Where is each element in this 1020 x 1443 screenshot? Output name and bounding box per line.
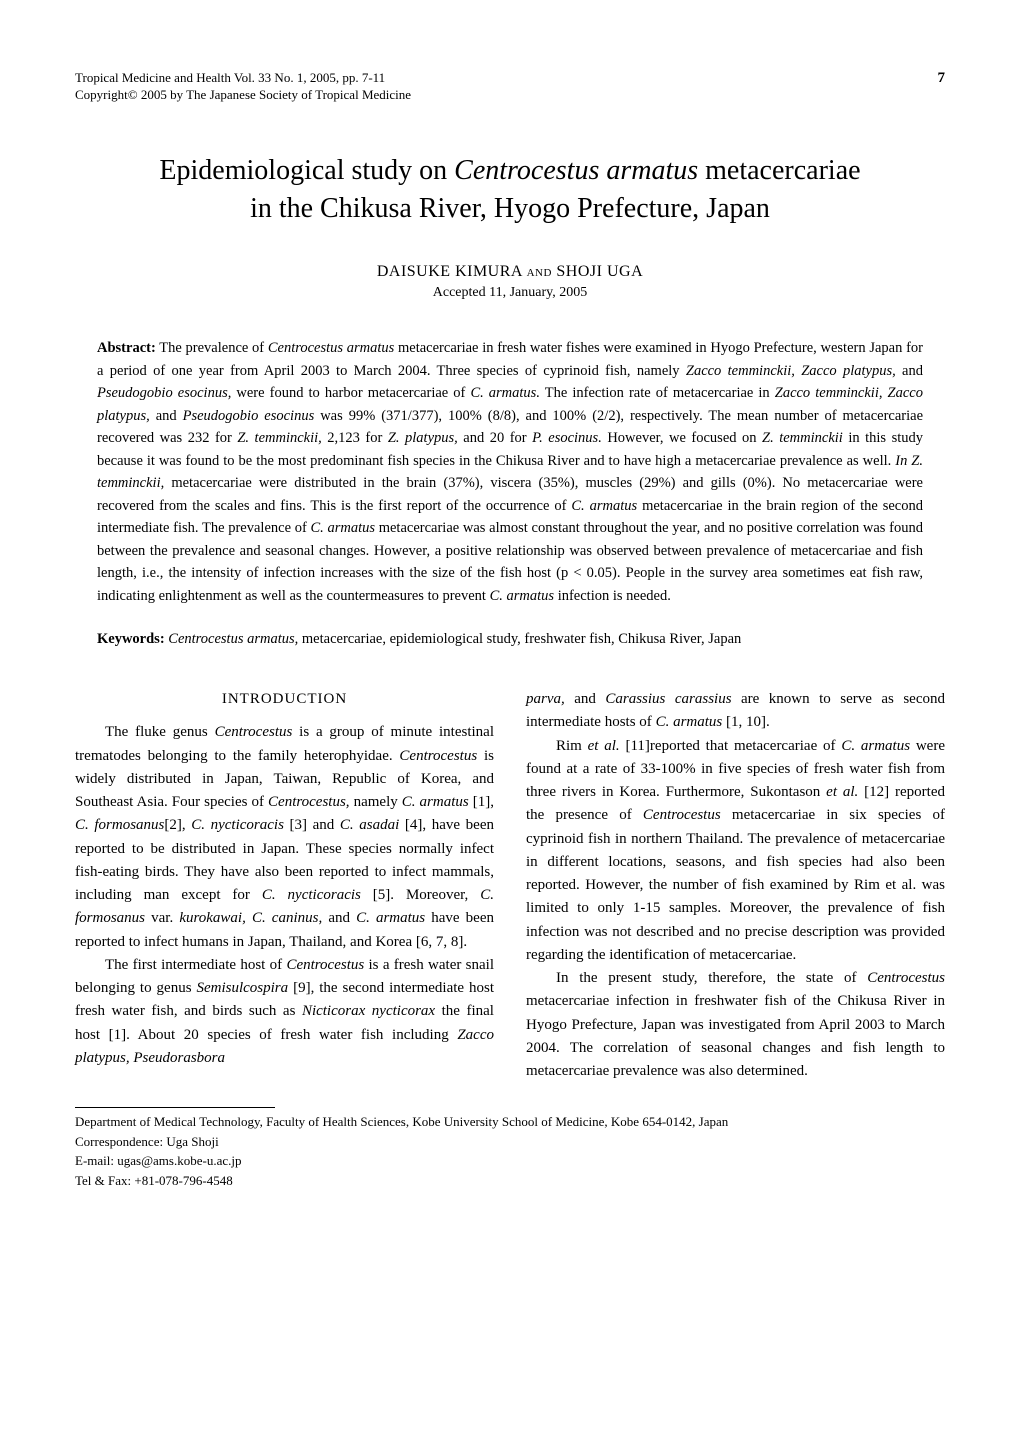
title-italic: Centrocestus armatus <box>454 155 705 186</box>
authors-line: DAISUKE KIMURA and SHOJI UGA <box>75 263 945 281</box>
journal-citation: Tropical Medicine and Health Vol. 33 No.… <box>75 70 945 87</box>
paragraph: Rim et al. [11]reported that metacercari… <box>526 735 945 968</box>
page-number: 7 <box>938 70 946 87</box>
affiliation: Department of Medical Technology, Facult… <box>75 1112 945 1132</box>
authors-text: DAISUKE KIMURA and SHOJI UGA <box>377 263 643 280</box>
title-line2: in the Chikusa River, Hyogo Prefecture, … <box>250 193 770 224</box>
tel-fax: Tel & Fax: +81-078-796-4548 <box>75 1171 945 1191</box>
keywords-label: Keywords: <box>97 631 165 647</box>
paragraph: The fluke genus Centrocestus is a group … <box>75 721 494 954</box>
paragraph-continuation: parva, and Carassius carassius are known… <box>526 688 945 735</box>
left-column: INTRODUCTION The fluke genus Centrocestu… <box>75 688 494 1083</box>
footer-rule <box>75 1107 275 1108</box>
title-part1: Epidemiological study on <box>159 155 454 186</box>
paragraph: In the present study, therefore, the sta… <box>526 967 945 1083</box>
abstract-body: The prevalence of Centrocestus armatus m… <box>97 340 923 603</box>
paragraph: The first intermediate host of Centroces… <box>75 954 494 1070</box>
keywords-body: Centrocestus armatus, metacercariae, epi… <box>165 631 742 647</box>
email: E-mail: ugas@ams.kobe-u.ac.jp <box>75 1151 945 1171</box>
abstract-label: Abstract: <box>97 340 156 356</box>
journal-header: 7 Tropical Medicine and Health Vol. 33 N… <box>75 70 945 104</box>
title-part1b: metacercariae <box>705 155 860 186</box>
section-heading-introduction: INTRODUCTION <box>75 688 494 711</box>
footer: Department of Medical Technology, Facult… <box>75 1101 945 1190</box>
article-title: Epidemiological study on Centrocestus ar… <box>75 152 945 228</box>
abstract: Abstract: The prevalence of Centrocestus… <box>97 337 923 607</box>
correspondence: Correspondence: Uga Shoji <box>75 1132 945 1152</box>
body-columns: INTRODUCTION The fluke genus Centrocestu… <box>75 688 945 1083</box>
keywords: Keywords: Centrocestus armatus, metacerc… <box>97 631 923 648</box>
journal-copyright: Copyright© 2005 by The Japanese Society … <box>75 87 945 104</box>
right-column: parva, and Carassius carassius are known… <box>526 688 945 1083</box>
accepted-date: Accepted 11, January, 2005 <box>75 285 945 301</box>
